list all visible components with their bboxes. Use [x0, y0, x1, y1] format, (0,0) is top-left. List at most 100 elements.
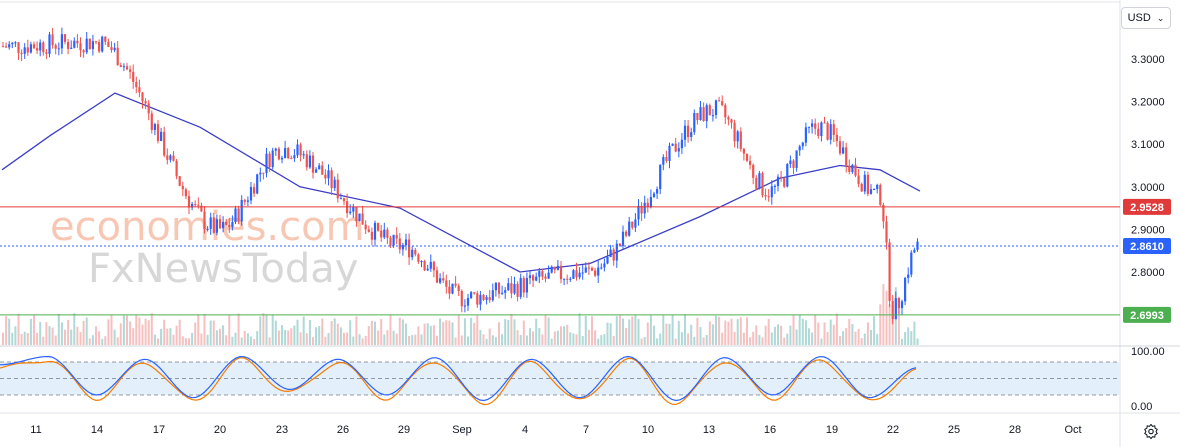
volume-bar: [873, 316, 876, 345]
candle-body: [882, 204, 885, 222]
candle-body: [36, 48, 39, 51]
candle-body: [584, 267, 587, 273]
volume-bar: [380, 318, 383, 345]
volume-bar: [401, 319, 404, 345]
candle-body: [125, 66, 129, 70]
candle-body: [448, 286, 451, 294]
volume-bar: [95, 326, 97, 345]
volume-bar: [321, 318, 324, 345]
candle-body: [324, 174, 327, 179]
volume-bar: [51, 327, 54, 345]
candle-body: [522, 278, 525, 293]
candle-body: [820, 122, 823, 137]
candle-body: [333, 179, 336, 189]
candle-body: [569, 278, 572, 280]
candle-body: [259, 172, 262, 175]
candle-body: [535, 276, 538, 281]
candle-body: [94, 41, 98, 43]
x-tick-label: 10: [642, 424, 654, 436]
volume-bar: [153, 334, 156, 345]
volume-bar: [188, 338, 190, 345]
candle-body: [714, 100, 718, 116]
candle-body: [29, 44, 32, 53]
volume-bar: [17, 313, 20, 345]
candle-body: [26, 47, 29, 53]
candle-body: [302, 154, 305, 156]
volume-bar: [370, 320, 373, 345]
candle-body: [559, 265, 563, 280]
candle-body: [54, 45, 57, 49]
candle-body: [17, 42, 20, 53]
volume-bar: [718, 316, 721, 345]
candle-body: [705, 105, 708, 122]
volume-bar: [8, 318, 11, 345]
volume-bar: [665, 323, 668, 345]
volume-bar: [730, 318, 733, 345]
volume-bar: [392, 330, 395, 345]
gear-icon[interactable]: [1141, 422, 1161, 442]
candle-body: [745, 153, 749, 161]
candle-body: [389, 237, 392, 246]
volume-bar: [451, 322, 454, 345]
candle-body: [873, 188, 876, 190]
candle-body: [826, 122, 829, 140]
candle-body: [420, 261, 423, 263]
x-tick-label: 17: [153, 424, 165, 436]
volume-bar: [553, 331, 556, 345]
candles: [1, 27, 919, 325]
volume-bar: [383, 334, 386, 345]
candle-body: [82, 50, 85, 53]
x-tick-label: 4: [522, 424, 528, 436]
candle-body: [910, 252, 913, 275]
volume-bar: [612, 335, 615, 345]
candle-body: [789, 160, 792, 165]
volume-bar: [116, 337, 119, 345]
volume-bar: [866, 322, 869, 345]
candle-body: [20, 52, 23, 54]
candle-body: [587, 267, 590, 269]
volume-bar: [132, 328, 135, 345]
volume-bar: [677, 320, 680, 345]
volume-bar: [141, 324, 144, 345]
volume-bar: [835, 313, 838, 345]
volume-bar: [584, 316, 587, 345]
volume-bar: [284, 329, 287, 345]
candle-body: [107, 41, 110, 47]
volume-bar: [597, 338, 600, 345]
volume-bar: [287, 330, 290, 345]
volume-bar: [854, 331, 857, 345]
candle-body: [594, 270, 597, 276]
candle-body: [513, 283, 516, 294]
candle-body: [662, 157, 665, 165]
volume-bar: [389, 315, 392, 345]
candle-body: [516, 283, 519, 297]
volume-bar: [405, 323, 407, 345]
volume-bar: [293, 325, 296, 345]
volume-bar: [721, 332, 724, 345]
volume-bar: [414, 334, 417, 345]
volume-bar: [417, 326, 420, 345]
candle-body: [699, 107, 702, 121]
candle-body: [212, 217, 215, 233]
currency-dropdown[interactable]: USD ⌄: [1121, 7, 1171, 29]
candle-body: [113, 47, 116, 51]
candle-body: [144, 101, 147, 104]
candle-body: [311, 155, 315, 173]
volume-bar: [135, 315, 138, 345]
volume-bar: [457, 315, 460, 345]
volume-bar: [82, 320, 85, 345]
volume-bar: [91, 335, 94, 345]
candle-body: [380, 230, 383, 238]
volume-bar: [615, 316, 618, 345]
volume-bar: [761, 337, 764, 345]
volume-bar: [696, 317, 699, 345]
candle-body: [755, 177, 758, 189]
candle-body: [541, 271, 544, 277]
volume-bar: [525, 335, 528, 345]
candle-body: [845, 147, 848, 166]
candle-body: [51, 34, 54, 46]
volume-bar: [259, 316, 262, 345]
currency-label: USD: [1127, 12, 1151, 24]
candle-body: [501, 292, 504, 294]
